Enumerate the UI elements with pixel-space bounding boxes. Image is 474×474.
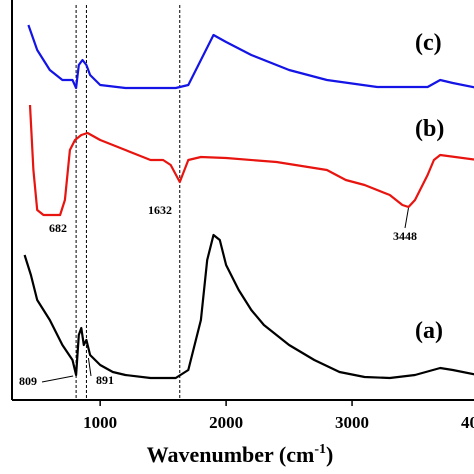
x-label-sup: -1 [314,442,326,457]
series-label: (b) [415,116,444,142]
annotation-arrow [404,207,409,229]
annotation: 891 [96,373,114,387]
x-tick-label: 3000 [335,413,369,432]
annotation: 682 [49,221,67,235]
x-tick-label: 4000 [461,413,474,432]
line-series [27,24,474,90]
x-label-main: Wavenumber (cm [147,442,315,467]
x-label-end: ) [326,442,333,467]
x-axis-label: Wavenumber (cm-1) [147,442,334,467]
line-series [28,104,474,217]
annotation: 809 [19,374,37,388]
series-label: (a) [415,318,443,344]
annotation: 3448 [393,229,417,243]
annotation-arrow [87,357,92,377]
annotation-arrow [41,375,74,383]
x-tick-label: 2000 [209,413,243,432]
annotation: 1632 [148,203,172,217]
line-series [23,233,474,380]
x-tick-label: 1000 [83,413,117,432]
series-label: (c) [415,30,442,56]
